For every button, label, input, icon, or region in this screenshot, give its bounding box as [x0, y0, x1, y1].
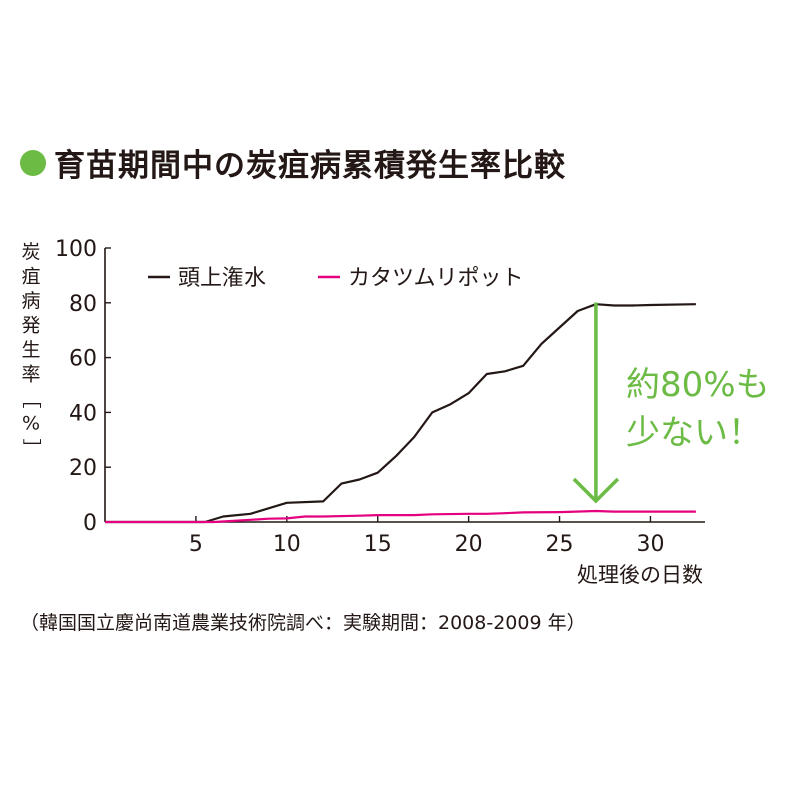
x-tick-label: 5	[189, 532, 203, 557]
legend-label: 頭上潅水	[178, 266, 266, 291]
y-axis-label-char: 病	[21, 290, 40, 312]
x-tick-label: 20	[455, 532, 483, 557]
y-axis-label-char: 生	[21, 339, 40, 361]
chart-title-text: 育苗期間中の炭疽病累積発生率比較	[54, 148, 566, 184]
chart-title: 育苗期間中の炭疽病累積発生率比較	[20, 140, 566, 185]
y-axis-label-char: 炭	[21, 241, 40, 263]
annotation-text: 少ない！	[626, 413, 762, 453]
y-tick-label: 20	[69, 456, 97, 481]
legend-label: カタツムリポット	[348, 266, 524, 291]
y-axis-label-char: 率	[21, 364, 40, 386]
y-axis-label-char: %	[22, 413, 40, 435]
x-axis-label: 処理後の日数	[577, 563, 703, 587]
y-axis-label-char: ］	[20, 438, 42, 457]
y-axis-label-char: 発	[21, 315, 40, 337]
y-tick-label: 80	[69, 292, 97, 317]
x-tick-label: 30	[636, 532, 664, 557]
y-axis-label-char: 疽	[21, 266, 40, 288]
y-axis-label-char: ［	[20, 389, 42, 408]
y-tick-label: 60	[69, 347, 97, 372]
annotation-arrowhead-icon	[572, 477, 620, 504]
title-bullet-icon	[20, 149, 46, 176]
x-tick-label: 25	[546, 532, 574, 557]
source-note: （韓国国立慶尚南道農業技術院調べ：実験期間：2008-2009 年）	[20, 612, 586, 634]
series-line-snail-pot	[105, 509, 696, 524]
y-tick-label: 0	[83, 511, 97, 536]
annotation-text: 約80%も	[626, 365, 770, 405]
x-tick-label: 15	[364, 532, 392, 557]
y-tick-label: 100	[55, 237, 97, 262]
series-line-overhead-irrigation	[105, 303, 696, 524]
x-tick-label: 10	[273, 532, 301, 557]
y-tick-label: 40	[69, 401, 97, 426]
